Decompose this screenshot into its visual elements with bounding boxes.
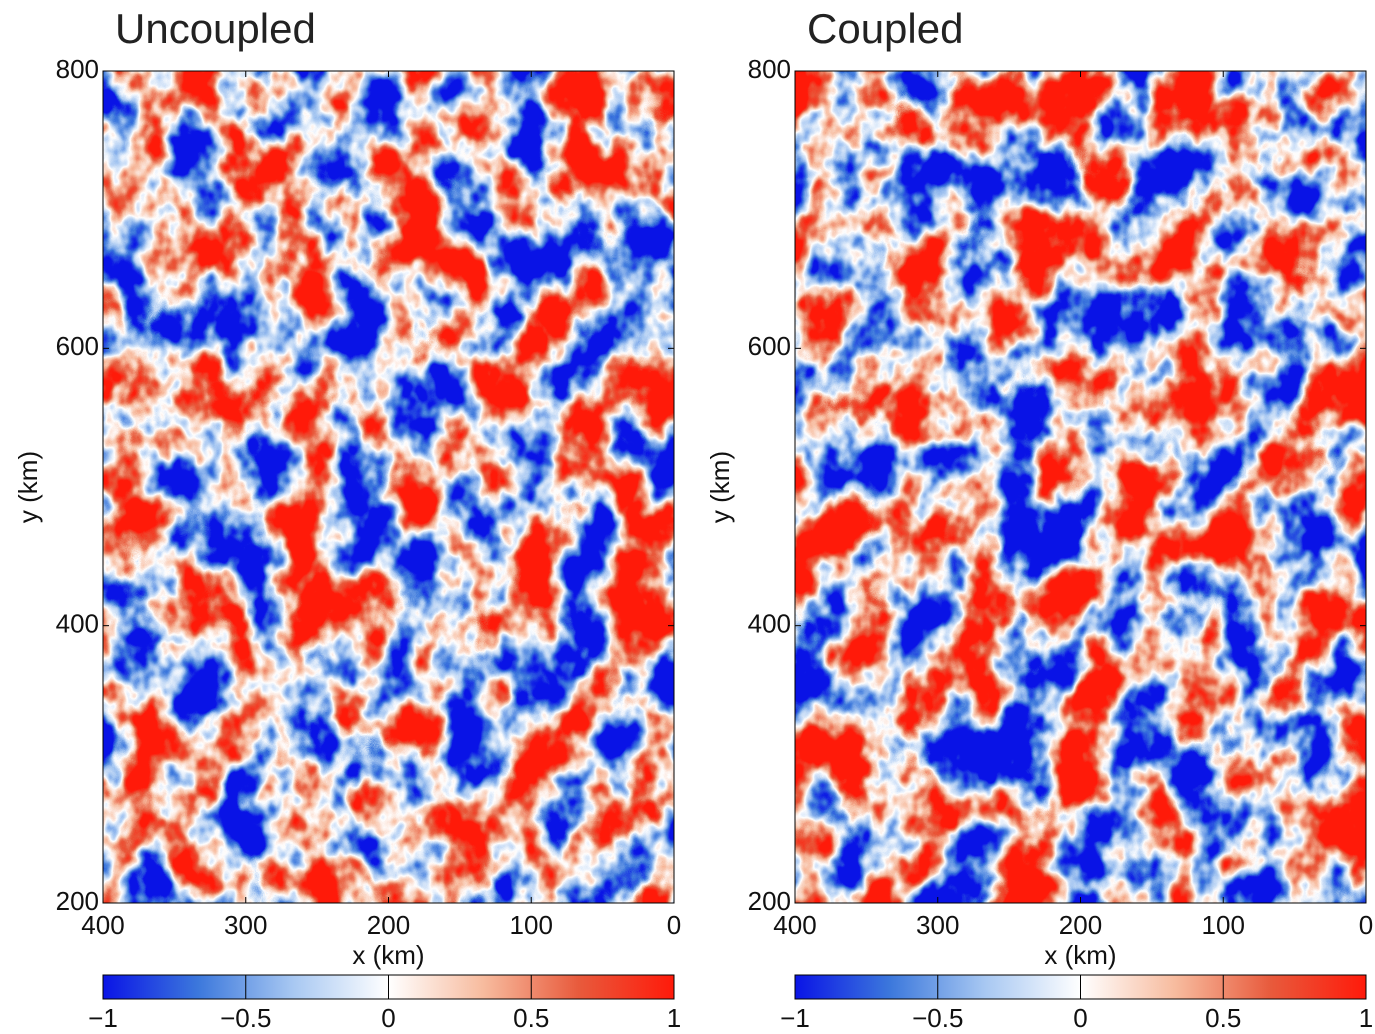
y-tick-label: 600 [748,331,791,361]
y-tick-label: 800 [748,54,791,84]
y-tick-label: 400 [56,609,99,639]
x-axis-label: x (km) [1044,940,1116,970]
chart-title: Uncoupled [115,5,316,52]
x-tick-label: 100 [1202,910,1245,940]
colorbar-tick-label: −1 [88,1003,118,1033]
colorbar-tick-label: 0.5 [513,1003,549,1033]
x-tick-label: 400 [773,910,816,940]
x-tick-label: 200 [367,910,410,940]
y-tick-label: 200 [56,886,99,916]
colorbar-tick-label: −0.5 [912,1003,963,1033]
x-tick-label: 0 [1359,910,1373,940]
colorbar-tick-label: −0.5 [220,1003,271,1033]
y-axis-label: y (km) [13,451,43,523]
x-tick-label: 200 [1059,910,1102,940]
y-tick-label: 200 [748,886,791,916]
colorbar-tick-label: −1 [780,1003,810,1033]
colorbar-tick-label: 0.5 [1205,1003,1241,1033]
x-tick-label: 400 [81,910,124,940]
colorbar-tick-label: 0 [1073,1003,1087,1033]
y-tick-label: 800 [56,54,99,84]
y-axis-label: y (km) [705,451,735,523]
x-tick-label: 300 [224,910,267,940]
colorbar-tick-label: 0 [381,1003,395,1033]
y-tick-label: 400 [748,609,791,639]
vorticity-field [795,71,1366,903]
x-tick-label: 0 [667,910,681,940]
chart-title: Coupled [807,5,963,52]
vorticity-field [103,71,674,903]
x-axis-label: x (km) [352,940,424,970]
x-tick-label: 300 [916,910,959,940]
colorbar-tick-label: 1 [667,1003,681,1033]
colorbar-tick-label: 1 [1359,1003,1373,1033]
x-tick-label: 100 [510,910,553,940]
y-tick-label: 600 [56,331,99,361]
